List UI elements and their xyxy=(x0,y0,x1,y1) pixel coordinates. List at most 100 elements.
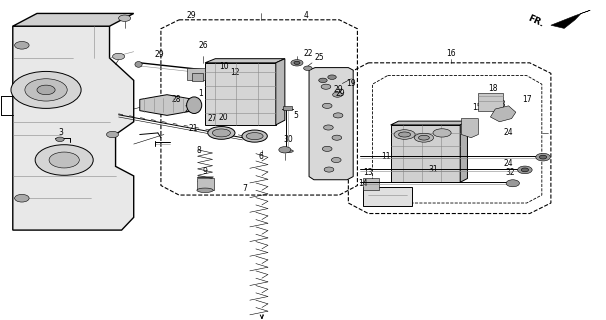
Ellipse shape xyxy=(399,132,411,137)
Circle shape xyxy=(321,84,331,89)
Text: 6: 6 xyxy=(258,152,263,161)
Circle shape xyxy=(324,125,333,130)
Text: 21: 21 xyxy=(188,124,198,132)
Circle shape xyxy=(518,166,532,174)
Circle shape xyxy=(11,71,81,108)
Text: 32: 32 xyxy=(505,168,514,177)
Circle shape xyxy=(333,92,342,97)
Text: 7: 7 xyxy=(242,184,247,193)
Polygon shape xyxy=(391,121,467,125)
Ellipse shape xyxy=(281,149,293,153)
Circle shape xyxy=(331,157,341,163)
Ellipse shape xyxy=(246,132,263,140)
Text: 11: 11 xyxy=(382,152,391,161)
Circle shape xyxy=(291,60,303,66)
Bar xyxy=(283,106,291,110)
Polygon shape xyxy=(205,63,276,125)
Polygon shape xyxy=(197,177,213,178)
Text: 18: 18 xyxy=(488,84,498,93)
Circle shape xyxy=(536,153,550,161)
Circle shape xyxy=(35,145,93,175)
Ellipse shape xyxy=(419,135,430,140)
Polygon shape xyxy=(391,125,460,182)
Circle shape xyxy=(56,137,64,141)
Text: 5: 5 xyxy=(293,111,298,120)
Circle shape xyxy=(37,85,55,95)
Circle shape xyxy=(322,103,332,108)
Circle shape xyxy=(107,131,119,138)
Circle shape xyxy=(319,78,327,83)
Circle shape xyxy=(328,75,336,79)
Polygon shape xyxy=(276,59,285,125)
Bar xyxy=(478,93,502,111)
Circle shape xyxy=(521,168,528,172)
Text: 29: 29 xyxy=(336,89,345,98)
Text: 1: 1 xyxy=(198,89,202,98)
Text: 14: 14 xyxy=(359,180,368,188)
Text: 29: 29 xyxy=(186,11,196,20)
Circle shape xyxy=(322,146,332,151)
Ellipse shape xyxy=(433,129,451,137)
Polygon shape xyxy=(205,59,285,63)
Circle shape xyxy=(333,113,343,118)
Polygon shape xyxy=(13,26,134,230)
Text: 28: 28 xyxy=(171,95,181,104)
Bar xyxy=(187,68,205,80)
Text: 27: 27 xyxy=(207,114,217,123)
Ellipse shape xyxy=(187,97,202,114)
Polygon shape xyxy=(13,13,134,26)
Circle shape xyxy=(15,195,29,202)
Bar xyxy=(364,187,412,206)
Circle shape xyxy=(304,66,312,70)
Text: 23: 23 xyxy=(496,100,506,109)
Text: FR.: FR. xyxy=(527,14,545,29)
Circle shape xyxy=(539,155,547,159)
Bar xyxy=(197,178,213,190)
Circle shape xyxy=(119,15,131,21)
Text: 19: 19 xyxy=(347,79,356,88)
Text: 12: 12 xyxy=(230,68,240,77)
Ellipse shape xyxy=(394,130,415,139)
Ellipse shape xyxy=(135,61,142,67)
Circle shape xyxy=(279,147,291,153)
Ellipse shape xyxy=(208,126,235,139)
Text: 30: 30 xyxy=(283,135,293,144)
Ellipse shape xyxy=(212,129,230,137)
Bar xyxy=(191,73,202,81)
Circle shape xyxy=(25,79,67,101)
Polygon shape xyxy=(140,95,194,116)
Text: 31: 31 xyxy=(428,165,438,174)
Polygon shape xyxy=(490,106,516,122)
Text: 24: 24 xyxy=(504,128,513,137)
Text: 2: 2 xyxy=(185,105,189,114)
Circle shape xyxy=(15,42,29,49)
Bar xyxy=(364,178,379,190)
Text: 3: 3 xyxy=(59,128,64,137)
Polygon shape xyxy=(551,10,590,28)
Ellipse shape xyxy=(242,130,267,142)
Ellipse shape xyxy=(415,133,434,142)
Circle shape xyxy=(49,152,79,168)
Text: 13: 13 xyxy=(364,168,373,177)
Circle shape xyxy=(506,180,519,187)
Circle shape xyxy=(294,61,300,64)
Text: 24: 24 xyxy=(504,159,513,168)
Text: 9: 9 xyxy=(202,167,207,176)
Text: 22: 22 xyxy=(303,49,313,58)
Text: 29: 29 xyxy=(333,85,343,94)
Circle shape xyxy=(324,167,334,172)
Polygon shape xyxy=(460,121,467,182)
Polygon shape xyxy=(309,68,353,180)
Text: 25: 25 xyxy=(315,53,324,62)
Text: 10: 10 xyxy=(219,61,229,70)
Text: 20: 20 xyxy=(218,114,228,123)
Polygon shape xyxy=(461,119,478,138)
Text: 26: 26 xyxy=(198,41,208,50)
Text: 16: 16 xyxy=(446,49,456,58)
Text: 17: 17 xyxy=(522,95,531,104)
Text: 15: 15 xyxy=(472,103,482,112)
Text: 29: 29 xyxy=(155,50,164,59)
Text: 4: 4 xyxy=(304,11,308,20)
Circle shape xyxy=(332,135,342,140)
Ellipse shape xyxy=(197,188,213,193)
